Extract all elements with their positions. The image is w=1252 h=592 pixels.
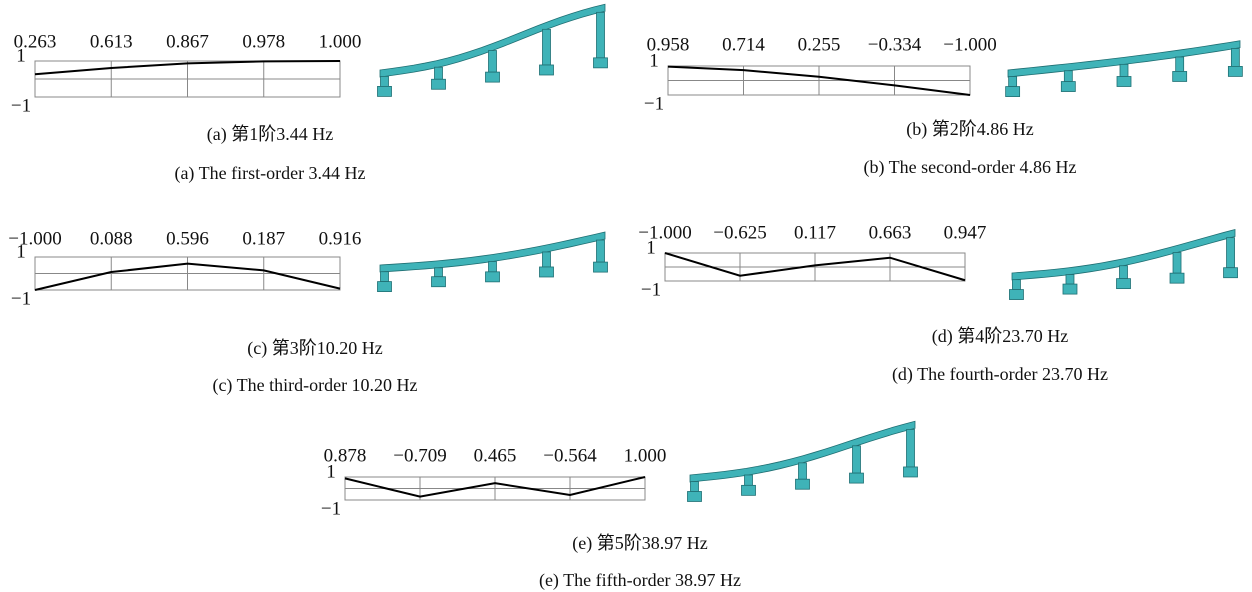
value-label: 0.978 xyxy=(242,31,285,52)
bridge-footing xyxy=(742,485,756,495)
value-label: 0.947 xyxy=(944,222,987,243)
caption-cn: (d) 第4阶23.70 Hz xyxy=(932,326,1068,347)
bridge-pier xyxy=(853,446,861,473)
caption-cn: (e) 第5阶38.97 Hz xyxy=(572,533,707,554)
value-label: 0.613 xyxy=(90,31,133,52)
bridge-pier xyxy=(1227,238,1235,268)
bridge-footing xyxy=(486,72,500,82)
caption-en: (d) The fourth-order 23.70 Hz xyxy=(892,364,1108,385)
bridge-pier xyxy=(691,482,699,492)
bridge-pier xyxy=(597,240,605,262)
value-label: 1.000 xyxy=(624,445,667,466)
bridge-pier xyxy=(381,272,389,282)
value-label: 0.263 xyxy=(14,31,57,52)
bridge-footing xyxy=(850,473,864,483)
value-label: −0.564 xyxy=(543,445,597,466)
value-label: 0.596 xyxy=(166,228,209,249)
value-label: 0.255 xyxy=(798,34,841,55)
bridge-pier xyxy=(489,51,497,73)
bridge-pier xyxy=(1120,64,1128,76)
bridge-footing xyxy=(486,272,500,282)
value-label: 1.000 xyxy=(319,31,362,52)
caption-en: (b) The second-order 4.86 Hz xyxy=(863,157,1076,178)
value-label: −0.334 xyxy=(868,34,922,55)
value-label: −0.625 xyxy=(713,222,766,243)
bridge-pier xyxy=(1176,57,1184,71)
caption-cn: (c) 第3阶10.20 Hz xyxy=(247,338,382,359)
bridge-pier xyxy=(1120,266,1128,279)
value-label: 0.117 xyxy=(794,222,836,243)
bridge-footing xyxy=(594,262,608,272)
bridge-footing xyxy=(1173,71,1187,81)
bridge-pier xyxy=(1009,77,1017,87)
y-tick-label: −1 xyxy=(11,95,31,116)
value-label: 0.958 xyxy=(647,34,690,55)
bridge-footing xyxy=(904,467,918,477)
figure: −110.2630.6130.8670.9781.000(a) 第1阶3.44 … xyxy=(0,0,1252,592)
bridge-pier xyxy=(1012,280,1020,290)
bridge-pier xyxy=(745,475,753,485)
bridge-footing xyxy=(540,267,554,277)
caption-en: (c) The third-order 10.20 Hz xyxy=(212,375,417,396)
bridge-pier xyxy=(381,76,389,86)
bridge-footing xyxy=(432,79,446,89)
bridge-pier xyxy=(435,268,443,277)
value-label: 0.187 xyxy=(242,228,285,249)
value-label: 0.465 xyxy=(474,445,517,466)
mode-panel: −11−1.0000.0880.5960.1870.916(c) 第3阶10.2… xyxy=(8,228,607,396)
bridge-pier xyxy=(1173,252,1181,273)
value-label: 0.714 xyxy=(722,34,765,55)
page: {"chart_data": [ {"type": "line", "categ… xyxy=(0,0,1252,592)
y-tick-label: −1 xyxy=(644,93,664,114)
bridge-pier xyxy=(907,429,915,467)
bridge-footing xyxy=(378,282,392,292)
bridge-footing xyxy=(1170,273,1184,283)
bridge-pier xyxy=(1064,71,1072,82)
bridge-pier xyxy=(597,12,605,58)
bridge-pier xyxy=(435,67,443,79)
bridge-footing xyxy=(1224,268,1238,278)
value-label: −1.000 xyxy=(638,222,691,243)
value-label: 0.867 xyxy=(166,31,209,52)
y-tick-label: −1 xyxy=(321,498,341,519)
caption-cn: (a) 第1阶3.44 Hz xyxy=(207,124,333,145)
caption-en: (e) The fifth-order 38.97 Hz xyxy=(539,570,741,591)
value-label: 0.663 xyxy=(869,222,912,243)
bridge-footing xyxy=(540,65,554,75)
value-label: −1.000 xyxy=(943,34,996,55)
bridge-footing xyxy=(1006,87,1020,97)
bridge-footing xyxy=(1117,77,1131,87)
bridge-footing xyxy=(1009,290,1023,300)
caption-cn: (b) 第2阶4.86 Hz xyxy=(906,119,1033,140)
mode-panel: −11−1.000−0.6250.1170.6630.947(d) 第4阶23.… xyxy=(638,222,1237,385)
y-tick-label: −1 xyxy=(11,288,31,309)
value-label: −1.000 xyxy=(8,228,61,249)
bridge-pier xyxy=(489,262,497,272)
bridge-pier xyxy=(1231,48,1239,66)
caption-en: (a) The first-order 3.44 Hz xyxy=(174,163,365,184)
value-label: −0.709 xyxy=(393,445,446,466)
bridge-footing xyxy=(1117,279,1131,289)
bridge-footing xyxy=(378,86,392,96)
value-label: 0.878 xyxy=(324,445,367,466)
bridge-footing xyxy=(594,58,608,68)
bridge-pier xyxy=(543,29,551,65)
value-label: 0.088 xyxy=(90,228,133,249)
bridge-footing xyxy=(796,479,810,489)
bridge-pier xyxy=(1066,275,1074,285)
bridge-footing xyxy=(1061,82,1075,92)
bridge-footing xyxy=(1063,284,1077,294)
bridge-pier xyxy=(543,252,551,267)
bridge-pier xyxy=(799,463,807,479)
bridge-footing xyxy=(1228,66,1242,76)
value-label: 0.916 xyxy=(319,228,362,249)
y-tick-label: −1 xyxy=(641,279,661,300)
bridge-footing xyxy=(432,277,446,287)
bridge-footing xyxy=(688,491,702,501)
mode-panel: −110.2630.6130.8670.9781.000(a) 第1阶3.44 … xyxy=(11,4,608,184)
